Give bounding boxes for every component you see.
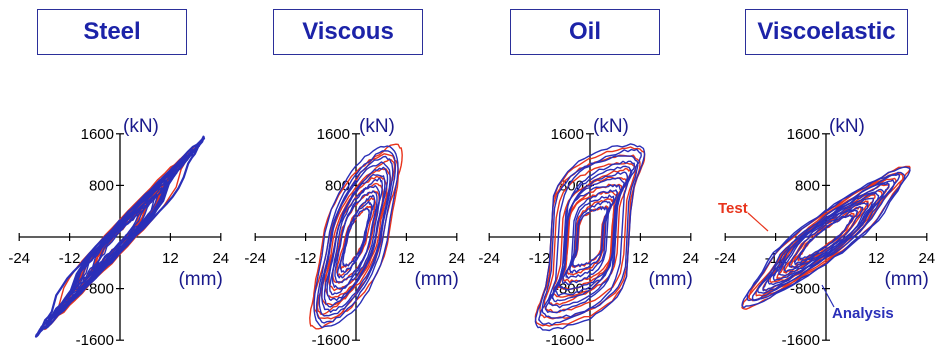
hysteresis-loop-blue — [315, 150, 397, 324]
hysteresis-loop-blue — [336, 194, 376, 279]
legend-analysis-label: Analysis — [832, 305, 894, 322]
y-unit-label: (kN) — [123, 116, 159, 137]
y-tick-label: -1600 — [546, 332, 584, 349]
hysteresis-loop-blue — [323, 166, 389, 308]
y-tick-label: 1600 — [551, 126, 584, 143]
x-tick-label: 12 — [162, 250, 179, 267]
hysteresis-loop-blue — [313, 145, 399, 329]
hysteresis-loop-blue — [562, 189, 618, 286]
y-unit-label: (kN) — [359, 116, 395, 137]
y-tick-label: -800 — [84, 281, 114, 298]
title-box-viscoelastic: Viscoelastic — [745, 9, 908, 55]
x-tick-label: -12 — [59, 250, 81, 267]
hysteresis-loop-blue — [568, 200, 612, 274]
hysteresis-loop-red — [543, 162, 637, 313]
hysteresis-loop-red — [539, 154, 641, 320]
y-tick-label: 1600 — [787, 126, 820, 143]
x-tick-label: 24 — [682, 250, 699, 267]
title-box-steel: Steel — [37, 9, 187, 55]
x-tick-label: 24 — [212, 250, 229, 267]
hysteresis-loop-blue — [45, 149, 195, 325]
x-tick-label: -24 — [8, 250, 30, 267]
hysteresis-loop-blue — [762, 182, 890, 292]
hysteresis-loop-red — [776, 194, 876, 280]
hysteresis-loop-blue — [534, 143, 646, 332]
hysteresis-loop-blue — [329, 177, 383, 296]
x-tick-label: -12 — [529, 250, 551, 267]
hysteresis-loop-blue — [793, 209, 859, 265]
x-unit-label: (mm) — [414, 269, 458, 290]
legend-test-pointer — [747, 212, 769, 232]
legend-analysis-pointer — [821, 284, 835, 308]
hysteresis-loop-blue — [544, 160, 636, 314]
y-tick-label: 1600 — [81, 126, 114, 143]
y-tick-label: 800 — [89, 177, 114, 194]
y-tick-label: -1600 — [76, 332, 114, 349]
hysteresis-loop-blue — [538, 148, 642, 326]
x-tick-label: 24 — [448, 250, 465, 267]
y-tick-label: -1600 — [312, 332, 350, 349]
x-unit-label: (mm) — [884, 269, 928, 290]
hysteresis-loop-blue — [548, 165, 632, 309]
hysteresis-loop-blue — [331, 185, 381, 290]
title-box-oil: Oil — [510, 9, 660, 55]
hysteresis-loop-blue — [741, 166, 911, 309]
y-tick-label: -800 — [790, 281, 820, 298]
y-tick-label: 800 — [795, 177, 820, 194]
hysteresis-loop-blue — [334, 190, 378, 284]
y-tick-label: 800 — [325, 177, 350, 194]
hysteresis-loop-blue — [788, 206, 864, 269]
x-tick-label: -12 — [295, 250, 317, 267]
x-tick-label: 12 — [398, 250, 415, 267]
hysteresis-loop-blue — [321, 161, 391, 313]
hysteresis-loop-blue — [342, 207, 370, 267]
x-unit-label: (mm) — [178, 269, 222, 290]
x-tick-label: 12 — [868, 250, 885, 267]
x-tick-label: 24 — [918, 250, 935, 267]
x-tick-label: 12 — [632, 250, 649, 267]
y-unit-label: (kN) — [593, 116, 629, 137]
hysteresis-loop-blue — [34, 135, 206, 338]
y-unit-label: (kN) — [829, 116, 865, 137]
hysteresis-loop-red — [741, 165, 911, 310]
hysteresis-loop-blue — [751, 173, 901, 302]
title-box-viscous: Viscous — [273, 9, 423, 55]
hysteresis-loop-blue — [318, 155, 394, 317]
x-tick-label: -24 — [714, 250, 736, 267]
x-tick-label: -24 — [478, 250, 500, 267]
y-tick-label: 1600 — [317, 126, 350, 143]
x-unit-label: (mm) — [648, 269, 692, 290]
legend-test-label: Test — [718, 200, 748, 217]
y-tick-label: -1600 — [782, 332, 820, 349]
x-tick-label: -24 — [244, 250, 266, 267]
hysteresis-loop-blue — [82, 193, 158, 282]
